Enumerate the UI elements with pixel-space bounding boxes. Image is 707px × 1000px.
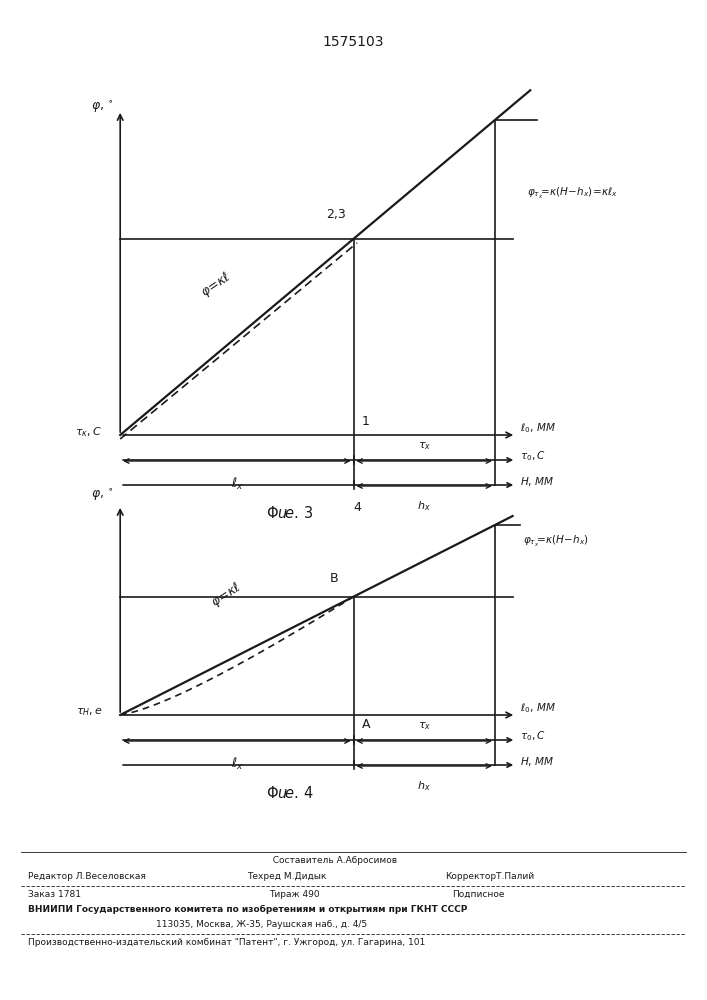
- Text: 113035, Москва, Ж-35, Раушская наб., д. 4/5: 113035, Москва, Ж-35, Раушская наб., д. …: [156, 920, 367, 929]
- Text: $\tau_x$: $\tau_x$: [418, 720, 431, 732]
- Text: ВНИИПИ Государственного комитета по изобретениям и открытиям при ГКНТ СССР: ВНИИПИ Государственного комитета по изоб…: [28, 905, 467, 914]
- Text: $\tau_x$: $\tau_x$: [418, 440, 431, 452]
- Text: $H,\,MM$: $H,\,MM$: [520, 475, 554, 488]
- Text: Редактор Л.Веселовская: Редактор Л.Веселовская: [28, 872, 146, 881]
- Text: Техред М.Дидык: Техред М.Дидык: [247, 872, 327, 881]
- Text: $h_x$: $h_x$: [417, 499, 431, 513]
- Text: Подписное: Подписное: [452, 890, 505, 899]
- Text: $\tau_0,C$: $\tau_0,C$: [520, 729, 545, 743]
- Text: $\Phi u\!e.\,3$: $\Phi u\!e.\,3$: [267, 505, 313, 521]
- Text: $\varphi_{\tau_x}\!\!=\!\kappa(H\!-\!h_x)\!=\!\kappa\ell_x$: $\varphi_{\tau_x}\!\!=\!\kappa(H\!-\!h_x…: [527, 186, 618, 201]
- Text: Составитель А.Абросимов: Составитель А.Абросимов: [267, 856, 397, 865]
- Text: 1: 1: [362, 415, 370, 428]
- Text: $\ell_x$: $\ell_x$: [230, 476, 243, 492]
- Text: $\varphi\!=\!\kappa\ell$: $\varphi\!=\!\kappa\ell$: [197, 269, 234, 301]
- Text: 4: 4: [353, 501, 361, 514]
- Text: 1575103: 1575103: [323, 35, 384, 49]
- Text: $h_x$: $h_x$: [417, 779, 431, 793]
- Text: $\ell_x$: $\ell_x$: [230, 756, 243, 772]
- Text: $H,\,MM$: $H,\,MM$: [520, 754, 554, 768]
- Text: $\tau_\kappa,C$: $\tau_\kappa,C$: [76, 425, 103, 439]
- Text: $\ell_0,\,MM$: $\ell_0,\,MM$: [520, 421, 556, 435]
- Text: $\tau_0,C$: $\tau_0,C$: [520, 449, 545, 463]
- Text: A: A: [362, 718, 370, 731]
- Text: $\varphi\!=\!\kappa\ell$: $\varphi\!=\!\kappa\ell$: [208, 579, 245, 611]
- Text: Производственно-издательский комбинат "Патент", г. Ужгород, ул. Гагарина, 101: Производственно-издательский комбинат "П…: [28, 938, 426, 947]
- Text: Тираж 490: Тираж 490: [269, 890, 320, 899]
- Text: 2,3: 2,3: [326, 208, 346, 221]
- Text: $\varphi,^\circ$: $\varphi,^\circ$: [91, 99, 114, 115]
- Text: B: B: [329, 572, 338, 585]
- Text: $\varphi,^\circ$: $\varphi,^\circ$: [91, 487, 114, 503]
- Text: Заказ 1781: Заказ 1781: [28, 890, 81, 899]
- Text: $\varphi_{\tau_x}\!\!=\!\kappa(H\!-\!h_x)$: $\varphi_{\tau_x}\!\!=\!\kappa(H\!-\!h_x…: [523, 534, 589, 549]
- Text: КорректорТ.Палий: КорректорТ.Палий: [445, 872, 534, 881]
- Text: $\ell_0,\,MM$: $\ell_0,\,MM$: [520, 701, 556, 715]
- Text: $\tau_H,e$: $\tau_H,e$: [76, 706, 103, 718]
- Text: $\Phi u\!e.\,4$: $\Phi u\!e.\,4$: [266, 785, 314, 801]
